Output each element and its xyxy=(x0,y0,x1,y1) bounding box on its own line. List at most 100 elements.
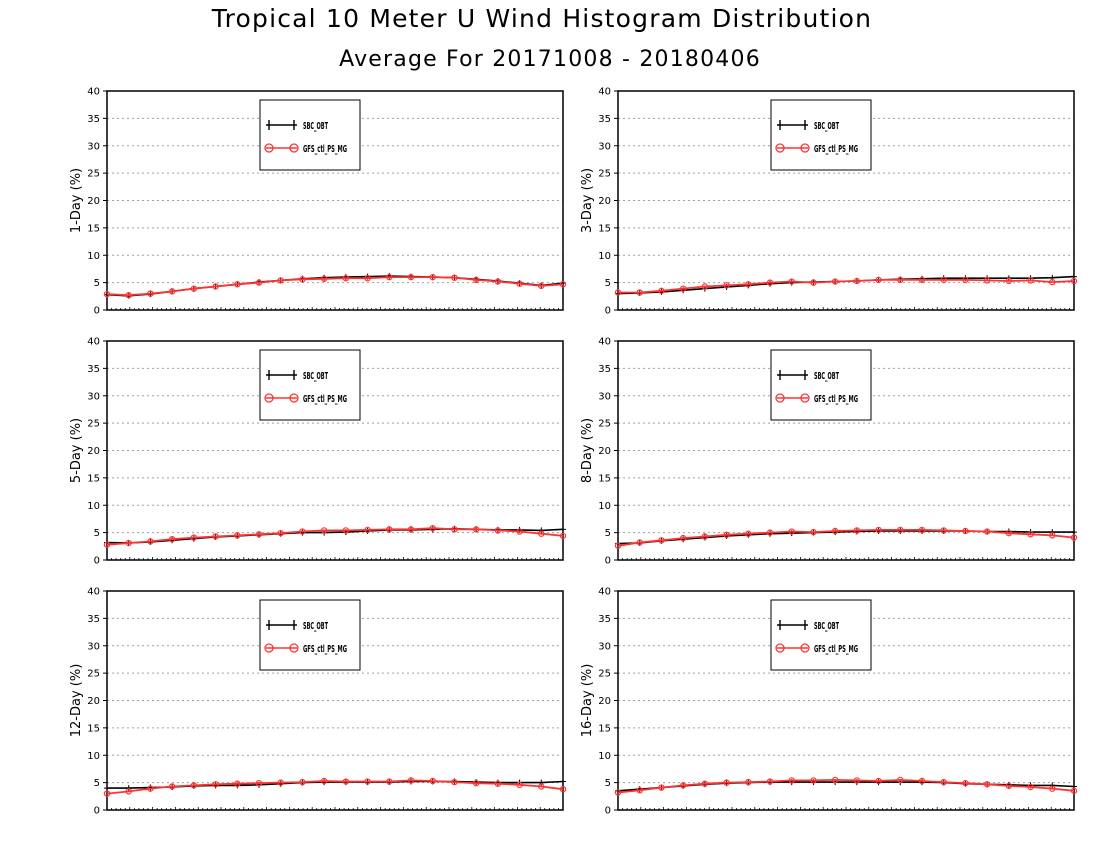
legend: SBC_OBT GFS_ctl_PS_MG xyxy=(259,599,361,671)
legend-box xyxy=(770,599,872,671)
data-point xyxy=(234,780,241,787)
series-line xyxy=(617,529,1075,547)
data-point xyxy=(538,527,545,534)
y-tick-label: 0 xyxy=(94,556,100,567)
data-point xyxy=(429,777,436,785)
legend-label: SBC_OBT xyxy=(303,621,328,632)
data-point xyxy=(125,785,132,792)
data-point xyxy=(147,785,154,792)
data-point xyxy=(745,530,752,537)
y-tick-label: 0 xyxy=(94,806,100,817)
legend-box xyxy=(259,99,361,171)
plot-frame xyxy=(617,590,1075,811)
y-tick-label: 15 xyxy=(598,723,611,734)
y-tick-label: 40 xyxy=(598,587,611,598)
y-tick-label: 10 xyxy=(598,751,611,762)
data-point xyxy=(983,277,991,284)
legend-box xyxy=(770,349,872,421)
data-point xyxy=(614,789,622,796)
y-tick-label: 35 xyxy=(598,114,611,125)
y-tick-label: 0 xyxy=(605,806,611,817)
data-point xyxy=(255,279,263,286)
legend: SBC_OBT GFS_ctl_PS_MG xyxy=(770,599,872,671)
y-tick-label: 10 xyxy=(598,501,611,512)
panel-5: 0 5 10 15 20 25 30 35 40 12-Day (%) SBC_OBT GFS_ctl… xyxy=(69,587,567,817)
data-point xyxy=(494,780,502,787)
data-point xyxy=(147,538,154,545)
y-tick-label: 20 xyxy=(598,696,611,707)
data-point xyxy=(875,276,882,284)
data-point xyxy=(407,273,415,281)
data-point xyxy=(364,526,371,534)
data-point xyxy=(766,529,774,536)
legend-marker xyxy=(264,643,274,653)
data-point xyxy=(918,777,926,785)
data-point xyxy=(538,282,545,290)
legend-marker xyxy=(779,120,806,130)
y-tick-label: 20 xyxy=(87,446,100,457)
y-tick-label: 5 xyxy=(605,278,611,289)
data-point xyxy=(788,528,795,535)
data-point xyxy=(559,532,567,540)
data-point xyxy=(429,273,436,281)
y-tick-label: 0 xyxy=(605,556,611,567)
data-point xyxy=(918,526,926,534)
panel-4: 0 5 10 15 20 25 30 35 40 8-Day (%) SBC_OBT GFS_ctl_… xyxy=(580,337,1078,567)
y-tick-label: 25 xyxy=(87,669,100,680)
data-point xyxy=(103,790,111,797)
series-line xyxy=(106,779,564,795)
data-point xyxy=(745,281,752,288)
legend-marker xyxy=(268,620,295,630)
data-point xyxy=(212,533,219,540)
y-tick-label: 15 xyxy=(598,473,611,484)
data-point xyxy=(451,526,458,533)
y-axis-label: 16-Day (%) xyxy=(580,664,595,738)
data-point xyxy=(1049,278,1056,286)
series-line xyxy=(106,276,564,297)
legend-marker xyxy=(779,370,806,380)
data-point xyxy=(494,527,502,534)
plot-frame xyxy=(106,90,564,311)
data-point xyxy=(636,539,643,546)
y-tick-label: 10 xyxy=(87,751,100,762)
y-tick-label: 30 xyxy=(87,141,100,152)
y-tick-label: 5 xyxy=(94,778,100,789)
data-point xyxy=(125,292,132,299)
data-point xyxy=(1027,783,1034,791)
data-point xyxy=(723,779,730,786)
data-point xyxy=(940,527,947,534)
data-point xyxy=(516,781,523,789)
data-point xyxy=(342,527,350,534)
data-point xyxy=(168,535,176,543)
legend-label: GFS_ctl_PS_MG xyxy=(814,144,858,155)
legend-box xyxy=(770,99,872,171)
y-tick-label: 10 xyxy=(87,501,100,512)
data-point xyxy=(679,534,687,542)
data-point xyxy=(658,537,665,544)
legend: SBC_OBT GFS_ctl_PS_MG xyxy=(770,349,872,421)
data-point xyxy=(342,275,350,282)
data-point xyxy=(875,777,882,785)
data-point xyxy=(104,785,110,792)
data-point xyxy=(299,276,306,283)
data-point xyxy=(386,778,393,785)
y-tick-label: 20 xyxy=(87,696,100,707)
data-point xyxy=(679,782,687,789)
data-point xyxy=(168,783,176,790)
data-point xyxy=(472,276,480,284)
legend-label: SBC_OBT xyxy=(814,121,839,132)
legend-marker xyxy=(775,143,785,153)
data-point xyxy=(1049,532,1056,539)
legend-marker xyxy=(775,643,785,653)
legend-label: SBC_OBT xyxy=(814,371,839,382)
legend-label: GFS_ctl_PS_MG xyxy=(814,394,858,405)
y-tick-label: 0 xyxy=(605,306,611,317)
data-point xyxy=(364,778,371,785)
y-tick-label: 15 xyxy=(598,223,611,234)
y-tick-label: 35 xyxy=(598,614,611,625)
data-point xyxy=(831,527,839,535)
data-point xyxy=(679,285,687,292)
data-point xyxy=(190,534,198,541)
data-point xyxy=(277,277,284,284)
data-point xyxy=(831,278,839,285)
